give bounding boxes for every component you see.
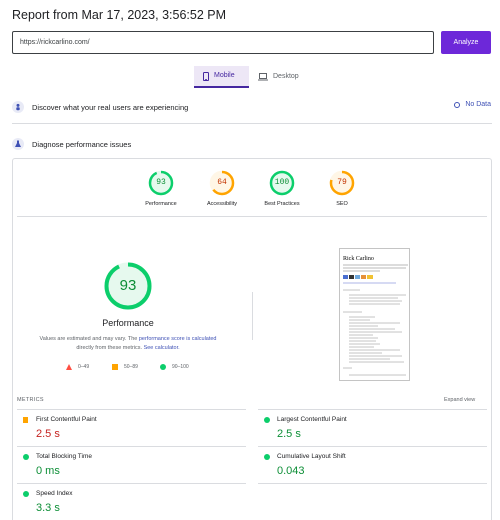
metric-name: Cumulative Layout Shift [277, 453, 346, 460]
field-data-title: Discover what your real users are experi… [32, 102, 189, 112]
diagnose-title: Diagnose performance issues [32, 139, 132, 149]
metric-tbt: Total Blocking Time 0 ms [23, 453, 243, 477]
main-performance-gauge: 93 [103, 261, 153, 311]
good-marker-icon [23, 490, 29, 497]
gauge-best-practices[interactable]: 100 Best Practices [252, 170, 312, 207]
gauge-label: Accessibility [207, 201, 237, 207]
legend-poor: 0–49 [66, 364, 89, 370]
gauge-ring: 64 [209, 170, 235, 196]
metric-value: 2.5 s [36, 428, 60, 440]
gauge-label: Best Practices [264, 201, 300, 207]
gauge-ring: 100 [269, 170, 295, 196]
legend-good: 90–100 [160, 364, 189, 370]
metric-name: Largest Contentful Paint [277, 416, 347, 423]
divider [258, 446, 487, 447]
metric-value: 0.043 [277, 465, 305, 477]
legend-range: 0–49 [78, 364, 90, 370]
main-score: 93 [119, 277, 137, 294]
tab-mobile[interactable]: Mobile [194, 66, 249, 88]
metric-value: 0 ms [36, 465, 60, 477]
tab-desktop[interactable]: Desktop [249, 66, 309, 88]
vertical-divider [252, 292, 253, 340]
laptop-icon [258, 73, 268, 81]
tab-mobile-label: Mobile [214, 72, 235, 79]
metric-name: Speed Index [36, 490, 73, 497]
gauge-accessibility[interactable]: 64 Accessibility [192, 170, 252, 207]
lab-icon [12, 138, 24, 150]
average-marker-icon [23, 416, 28, 423]
tab-desktop-label: Desktop [273, 73, 299, 80]
gauge-label: SEO [336, 201, 348, 207]
divider [17, 483, 246, 484]
score-note: Values are estimated and may vary. The p… [28, 335, 228, 353]
no-data-status: No Data [454, 101, 491, 108]
people-icon [12, 101, 24, 113]
calculator-link[interactable]: See calculator. [143, 345, 180, 351]
metric-speed-index: Speed Index 3.3 s [23, 490, 243, 514]
phone-icon [203, 71, 209, 81]
metrics-heading: METRICS [17, 397, 44, 403]
metric-lcp: Largest Contentful Paint 2.5 s [264, 416, 484, 440]
metric-value: 2.5 s [277, 428, 301, 440]
gauge-score: 64 [217, 178, 227, 187]
metric-name: First Contentful Paint [36, 416, 97, 423]
gauge-ring: 79 [329, 170, 355, 196]
good-marker-icon [23, 453, 29, 460]
page-screenshot-thumbnail: Rick Carlino [339, 248, 410, 381]
divider [17, 216, 487, 217]
divider [17, 446, 246, 447]
expand-view-toggle[interactable]: Expand view [444, 397, 476, 403]
report-title: Report from Mar 17, 2023, 3:56:52 PM [12, 8, 226, 22]
gauge-score: 100 [274, 178, 290, 187]
gauge-seo[interactable]: 79 SEO [312, 170, 372, 207]
legend-average: 50–89 [112, 364, 138, 370]
note-text: directly from these metrics. [76, 345, 144, 351]
note-text: Values are estimated and may vary. The [39, 336, 139, 342]
good-marker-icon [264, 453, 270, 460]
triangle-icon [66, 364, 72, 370]
metric-fcp: First Contentful Paint 2.5 s [23, 416, 243, 440]
divider [258, 409, 487, 410]
main-score-label: Performance [102, 318, 154, 328]
score-calc-link[interactable]: performance score is calculated [138, 336, 217, 342]
no-data-label: No Data [465, 101, 491, 108]
gauge-score: 93 [156, 178, 166, 187]
metric-name: Total Blocking Time [36, 453, 92, 460]
divider [258, 483, 487, 484]
square-icon [112, 364, 118, 370]
good-marker-icon [264, 416, 270, 423]
analyze-button[interactable]: Analyze [441, 31, 491, 54]
lab-panel [12, 158, 492, 520]
legend-range: 50–89 [124, 364, 138, 370]
field-data-row: Discover what your real users are experi… [12, 97, 188, 117]
url-input[interactable]: https://rickcarlino.com/ [12, 31, 434, 54]
gauge-score: 79 [337, 178, 347, 187]
divider [17, 409, 246, 410]
gauge-label: Performance [145, 201, 177, 207]
diagnose-row: Diagnose performance issues [12, 134, 131, 154]
metric-cls: Cumulative Layout Shift 0.043 [264, 453, 484, 477]
divider [12, 123, 492, 124]
info-icon [454, 101, 461, 108]
gauge-performance[interactable]: 93 Performance [131, 170, 191, 207]
circle-icon [160, 364, 166, 370]
thumbnail-heading: Rick Carlino [343, 256, 374, 262]
legend-range: 90–100 [172, 364, 189, 370]
gauge-ring: 93 [148, 170, 174, 196]
metric-value: 3.3 s [36, 502, 60, 514]
